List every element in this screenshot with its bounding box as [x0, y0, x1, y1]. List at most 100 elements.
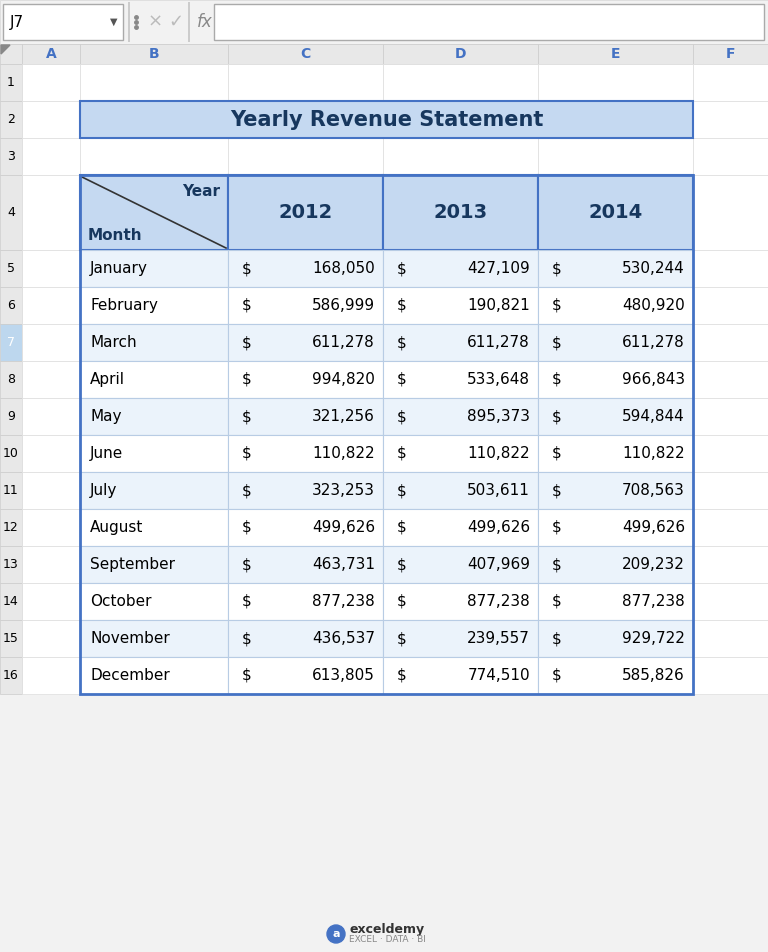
Text: ×: × [148, 13, 163, 31]
Bar [538, 64, 693, 101]
Bar [693, 175, 768, 250]
Text: D: D [455, 47, 466, 61]
Text: 6: 6 [7, 299, 15, 312]
Text: 877,238: 877,238 [622, 594, 685, 609]
Text: 12: 12 [3, 521, 19, 534]
Bar [188, 2, 190, 42]
Text: 463,731: 463,731 [312, 557, 375, 572]
Text: $: $ [397, 409, 407, 424]
Text: 966,843: 966,843 [622, 372, 685, 387]
Bar [0, 546, 22, 583]
Text: 929,722: 929,722 [622, 631, 685, 646]
Bar [80, 472, 228, 509]
Text: $: $ [242, 446, 252, 461]
Bar [0, 361, 22, 398]
Bar [383, 324, 538, 361]
Text: 10: 10 [3, 447, 19, 460]
Text: $: $ [242, 409, 252, 424]
Bar [22, 138, 80, 175]
Text: B: B [149, 47, 159, 61]
Bar [0, 250, 22, 287]
Text: $: $ [242, 557, 252, 572]
Bar [22, 546, 80, 583]
Text: $: $ [242, 261, 252, 276]
Text: April: April [90, 372, 125, 387]
Bar [22, 472, 80, 509]
Bar [228, 472, 383, 509]
Text: December: December [90, 668, 170, 683]
Text: $: $ [552, 631, 561, 646]
Bar [22, 44, 80, 64]
Bar [22, 361, 80, 398]
Text: 2013: 2013 [433, 203, 488, 222]
Bar [538, 620, 693, 657]
Bar [22, 398, 80, 435]
Bar [383, 509, 538, 546]
Text: 209,232: 209,232 [622, 557, 685, 572]
Text: 168,050: 168,050 [313, 261, 375, 276]
Bar [228, 287, 383, 324]
Bar [383, 657, 538, 694]
Text: $: $ [397, 446, 407, 461]
Bar [80, 435, 228, 472]
Bar [0, 101, 22, 138]
Text: September: September [90, 557, 175, 572]
Text: 895,373: 895,373 [467, 409, 530, 424]
Text: June: June [90, 446, 123, 461]
Polygon shape [1, 45, 10, 54]
Text: 190,821: 190,821 [467, 298, 530, 313]
Text: March: March [90, 335, 137, 350]
Text: 499,626: 499,626 [467, 520, 530, 535]
Bar [0, 0, 768, 44]
Text: October: October [90, 594, 151, 609]
Text: 321,256: 321,256 [312, 409, 375, 424]
Text: November: November [90, 631, 170, 646]
Text: $: $ [397, 668, 407, 683]
Text: A: A [45, 47, 56, 61]
Bar [0, 472, 22, 509]
Bar [80, 287, 228, 324]
Bar [228, 657, 383, 694]
Text: $: $ [242, 483, 252, 498]
Text: $: $ [552, 409, 561, 424]
Text: Year: Year [182, 184, 220, 199]
Text: $: $ [397, 335, 407, 350]
Bar [22, 175, 80, 250]
Bar [0, 64, 22, 101]
Text: 15: 15 [3, 632, 19, 645]
Bar [228, 138, 383, 175]
Text: 436,537: 436,537 [312, 631, 375, 646]
Text: 3: 3 [7, 150, 15, 163]
Bar [80, 175, 228, 250]
Text: 611,278: 611,278 [313, 335, 375, 350]
Bar [693, 101, 768, 138]
Text: 239,557: 239,557 [467, 631, 530, 646]
Text: $: $ [397, 557, 407, 572]
Bar [383, 64, 538, 101]
Text: 9: 9 [7, 410, 15, 423]
Bar [383, 435, 538, 472]
Bar [80, 620, 228, 657]
Text: C: C [300, 47, 310, 61]
Bar [80, 175, 693, 694]
Text: $: $ [397, 261, 407, 276]
Bar [228, 583, 383, 620]
Bar [693, 64, 768, 101]
Text: a: a [333, 929, 339, 939]
Bar [383, 620, 538, 657]
Text: 14: 14 [3, 595, 19, 608]
Text: J7: J7 [10, 14, 24, 30]
Text: $: $ [397, 372, 407, 387]
Bar [693, 287, 768, 324]
Text: 5: 5 [7, 262, 15, 275]
Bar [538, 44, 693, 64]
Text: 708,563: 708,563 [622, 483, 685, 498]
Text: 2014: 2014 [588, 203, 643, 222]
Bar [693, 472, 768, 509]
Text: 877,238: 877,238 [467, 594, 530, 609]
Bar [538, 398, 693, 435]
Text: $: $ [242, 298, 252, 313]
Text: 4: 4 [7, 206, 15, 219]
Bar [0, 44, 22, 64]
Bar [693, 398, 768, 435]
